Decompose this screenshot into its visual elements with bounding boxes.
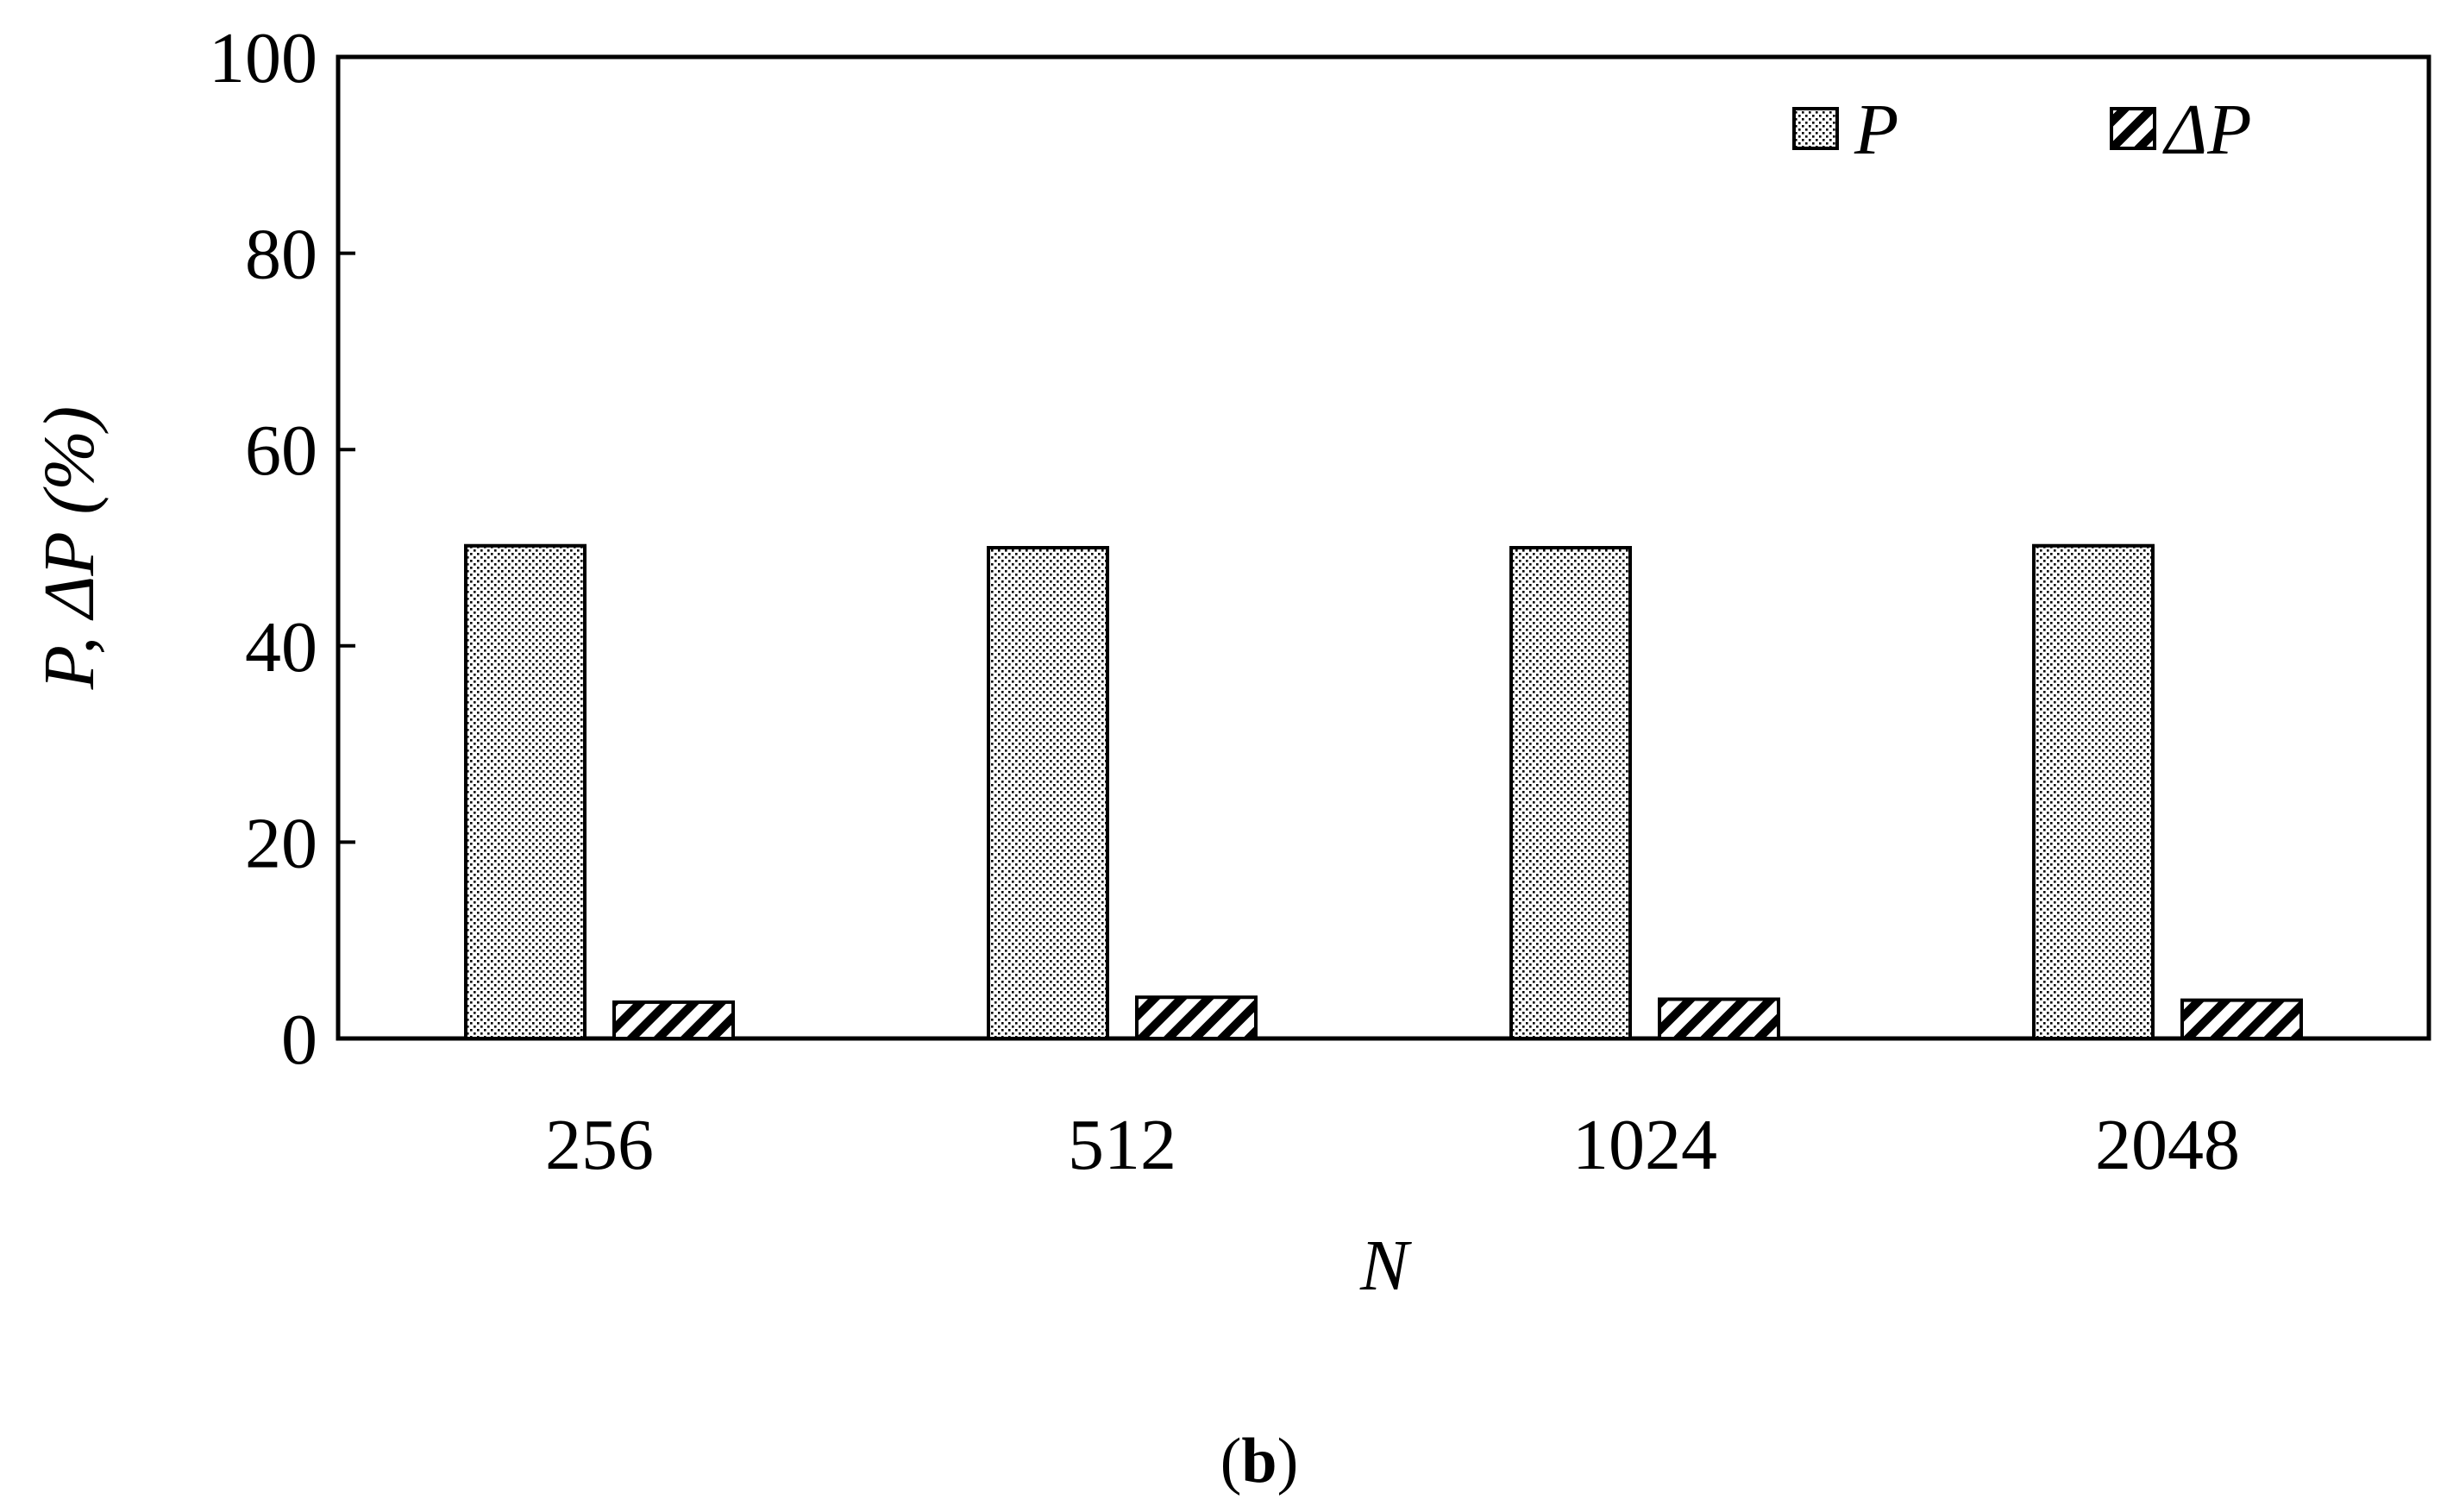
bar-delta-p-1024 (1658, 997, 1780, 1040)
bar-p-1024 (1509, 546, 1632, 1040)
y-tick-label: 20 (245, 803, 317, 883)
plot-frame (336, 54, 2431, 1041)
x-tick-label: 1024 (1572, 1105, 1717, 1185)
legend-swatch-p (1792, 107, 1839, 150)
legend: P ΔP (1792, 90, 2252, 170)
y-axis-title: P, ΔP (%) (29, 406, 110, 691)
y-tick-label: 40 (245, 607, 317, 687)
bar-delta-p-512 (1135, 995, 1258, 1040)
y-axis-ticks: 0 20 40 60 80 100 (209, 18, 355, 1080)
panel-label: (b) (1220, 1426, 1298, 1496)
legend-swatch-delta-p (2110, 107, 2156, 150)
x-axis-title: N (1359, 1226, 1412, 1306)
y-tick-label: 80 (245, 215, 317, 295)
y-tick-label: 100 (209, 18, 317, 98)
y-tick-label: 0 (281, 1000, 317, 1080)
bar-p-256 (464, 543, 587, 1040)
bar-p-2048 (2032, 543, 2155, 1040)
y-tick-label: 60 (245, 411, 317, 491)
panel-label-letter: b (1241, 1426, 1277, 1496)
bars-group (464, 543, 2303, 1041)
x-tick-label: 256 (545, 1105, 654, 1185)
legend-label-p: P (1854, 90, 1898, 170)
bar-delta-p-256 (612, 1000, 735, 1041)
panel-label-open: ( (1220, 1426, 1242, 1496)
x-tick-label: 512 (1068, 1105, 1176, 1185)
x-tick-label: 2048 (2095, 1105, 2240, 1185)
x-axis-ticks: 256 512 1024 2048 (545, 1105, 2240, 1185)
bar-delta-p-2048 (2180, 998, 2303, 1041)
legend-label-delta-p: ΔP (2162, 90, 2252, 170)
panel-label-close: ) (1277, 1426, 1299, 1496)
bar-p-512 (987, 546, 1109, 1040)
